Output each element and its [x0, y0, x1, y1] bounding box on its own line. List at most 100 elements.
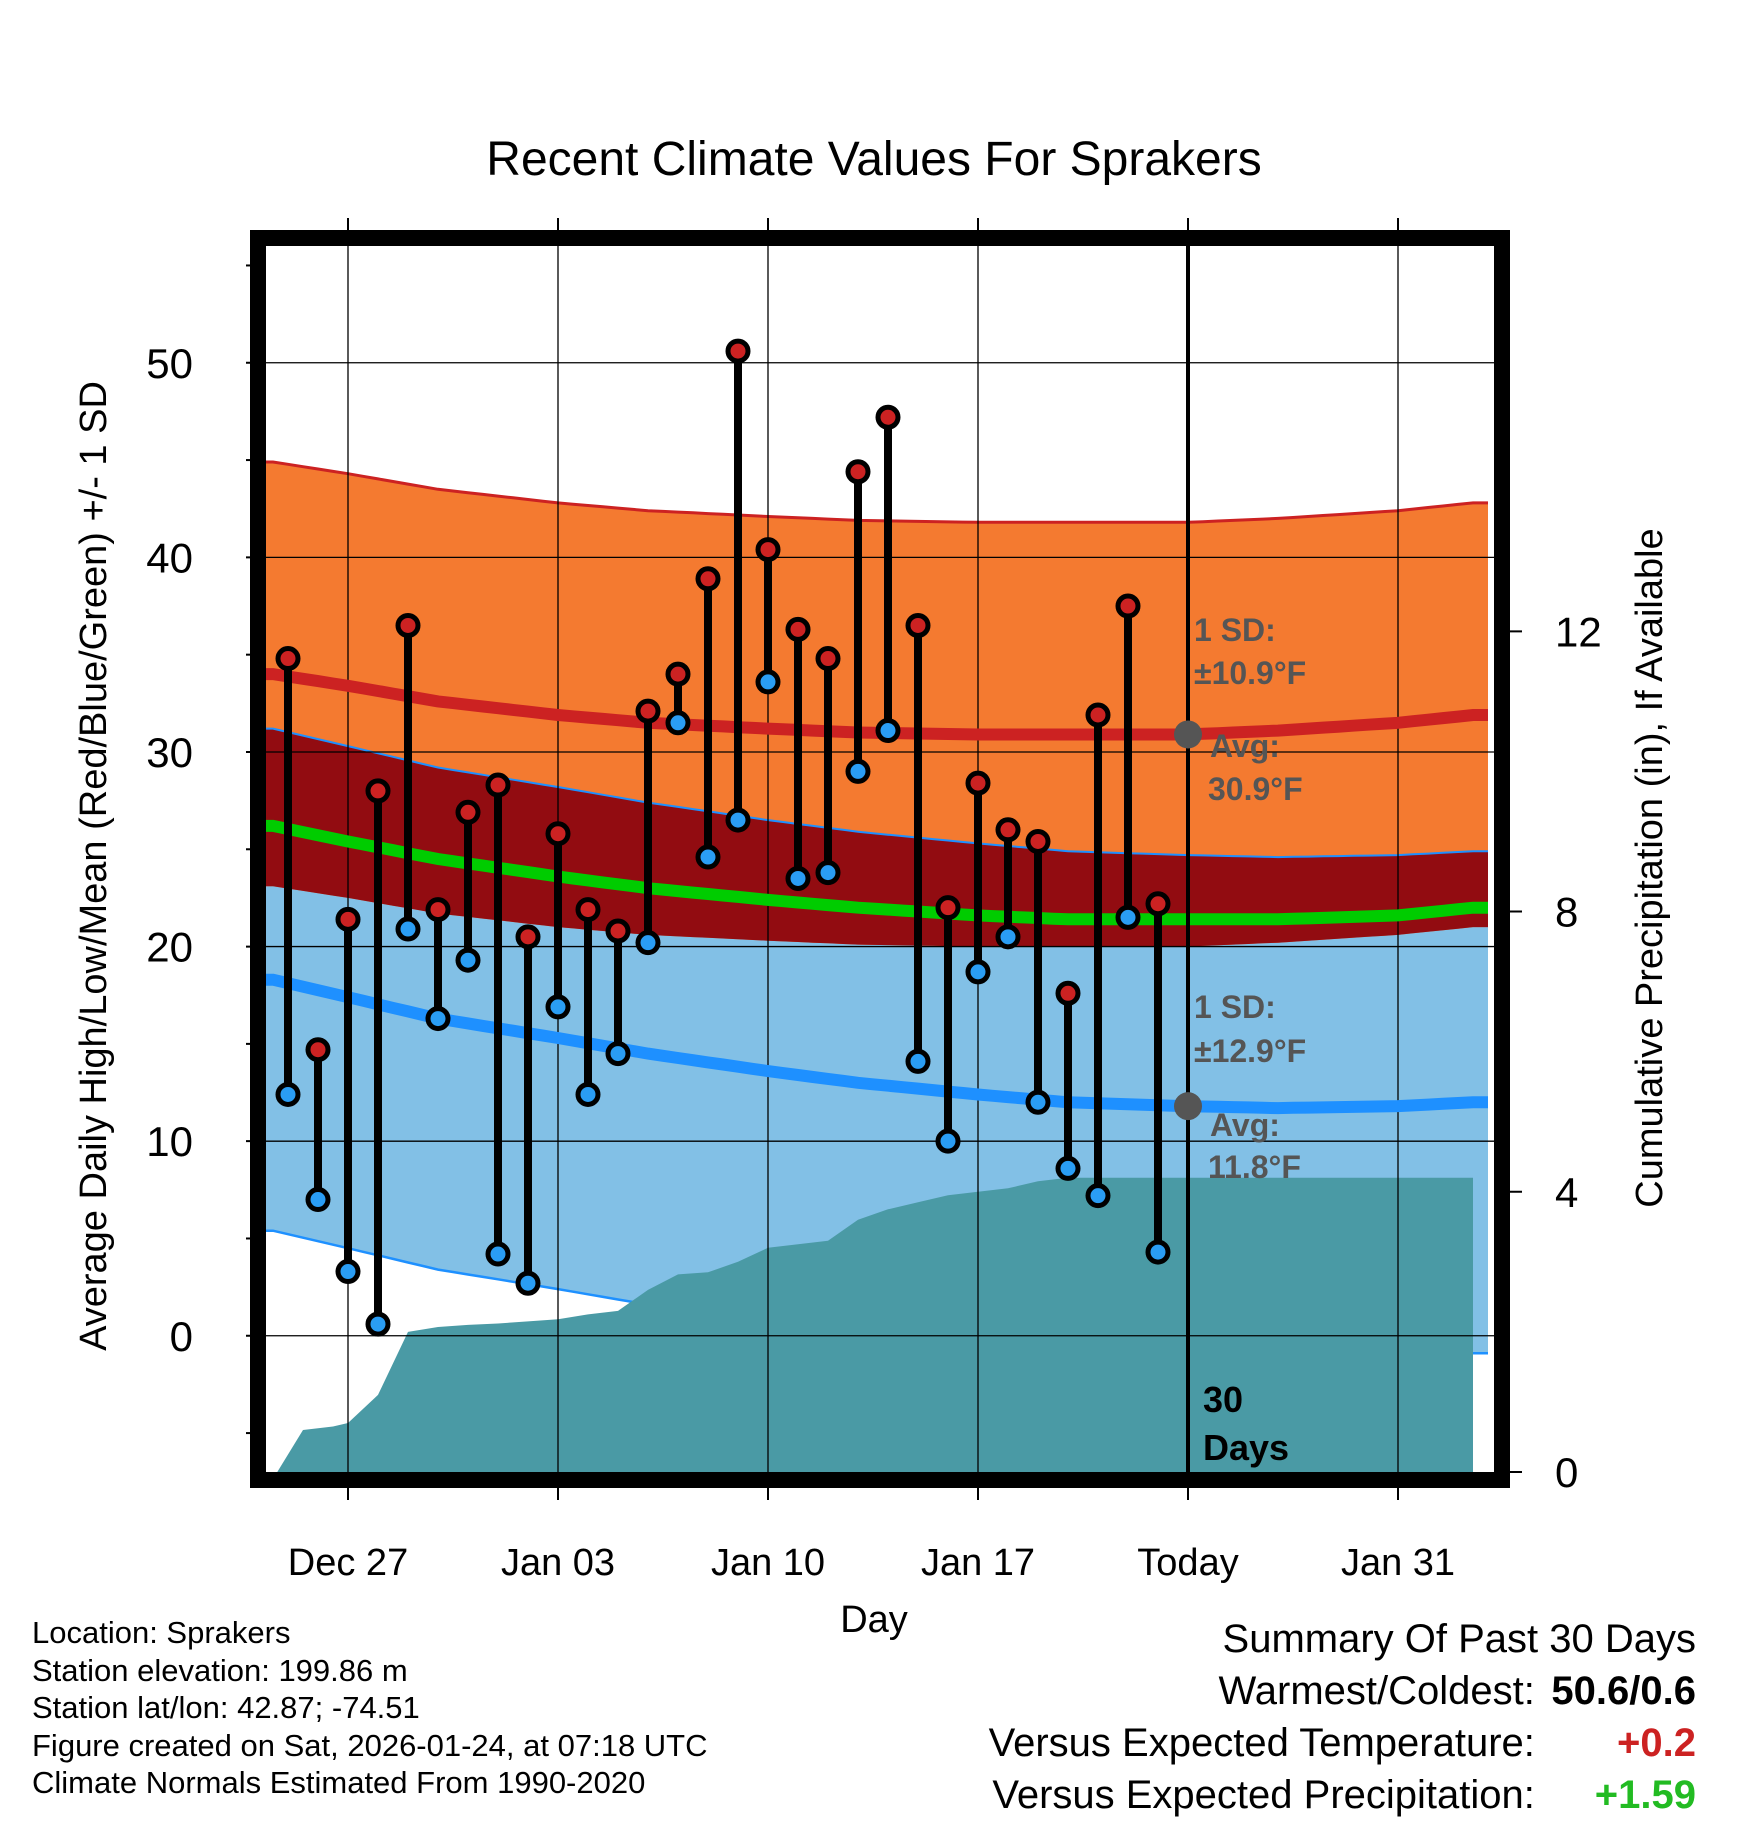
low-avg-label: Avg:: [1210, 1107, 1280, 1143]
y-tick-label: 10: [146, 1118, 193, 1165]
x-tick-label: Jan 31: [1341, 1542, 1455, 1584]
high-avg-label: Avg:: [1210, 728, 1280, 764]
high-point: [1025, 828, 1051, 854]
high-point: [755, 537, 781, 563]
high-point: [575, 897, 601, 923]
high-point: [995, 817, 1021, 843]
warmest-label: Warmest/Coldest:: [1218, 1669, 1535, 1713]
summary-title: Summary Of Past 30 Days: [1222, 1617, 1696, 1661]
high-point: [365, 778, 391, 804]
high-point: [275, 646, 301, 672]
x-tick-label: Dec 27: [288, 1542, 408, 1584]
high-point: [455, 799, 481, 825]
normal-mean-line: [266, 819, 1488, 926]
axes: 0 10 20 30 40 50 0 4 8 12 Dec 27 Jan 03 Jan 10 Jan 17…: [73, 218, 1671, 1641]
created-text: Figure created on Sat, 2026-01-24, at 07…: [32, 1727, 708, 1763]
high-point: [1115, 593, 1141, 619]
high-upper-edge: [266, 460, 1488, 524]
plot-frame: [250, 230, 1510, 1488]
low-point: [665, 710, 691, 736]
low-point: [365, 1311, 391, 1337]
low-point: [1055, 1155, 1081, 1181]
normal-high-line: [266, 668, 1488, 741]
high-sd-value: ±10.9°F: [1194, 655, 1306, 691]
high-avg-value: 30.9°F: [1208, 771, 1303, 807]
x-tick-label: Jan 03: [501, 1542, 615, 1584]
station-metadata: Location: Sprakers Station elevation: 19…: [32, 1614, 708, 1802]
precip-label: Versus Expected Precipitation:: [992, 1773, 1535, 1817]
low-point: [275, 1081, 301, 1107]
location-text: Location: Sprakers: [32, 1615, 291, 1650]
precip-value: +1.59: [1594, 1773, 1696, 1817]
days-count-number: 30: [1203, 1379, 1243, 1420]
y-tick-label: 20: [146, 924, 193, 971]
y-tick-label: 30: [146, 729, 193, 776]
low-point: [395, 916, 421, 942]
low-point: [1085, 1183, 1111, 1209]
normals-text: Climate Normals Estimated From 1990-2020: [32, 1765, 646, 1800]
low-sd-value: ±12.9°F: [1194, 1033, 1306, 1069]
high-point: [695, 566, 721, 592]
low-point: [1115, 904, 1141, 930]
y-tick-label: 40: [146, 534, 193, 581]
latlon-text: Station lat/lon: 42.87; -74.51: [32, 1690, 420, 1725]
low-point: [1145, 1239, 1171, 1265]
low-point: [785, 865, 811, 891]
x-tick-label: Jan 17: [921, 1542, 1035, 1584]
summary-warmest-row: Warmest/Coldest: 50.6/0.6: [989, 1665, 1697, 1717]
high-point: [635, 698, 661, 724]
high-point: [875, 404, 901, 430]
low-point: [635, 930, 661, 956]
low-point: [305, 1187, 331, 1213]
high-point: [335, 906, 361, 932]
high-point: [515, 924, 541, 950]
summary-precip-row: Versus Expected Precipitation: +1.59: [989, 1769, 1696, 1821]
high-point: [935, 895, 961, 921]
high-point: [485, 772, 511, 798]
x-tick-label: Jan 10: [711, 1542, 825, 1584]
low-point: [935, 1128, 961, 1154]
precipitation-area: [277, 1177, 1473, 1472]
days-count-word: Days: [1203, 1427, 1289, 1468]
low-point: [905, 1048, 931, 1074]
low-point: [545, 994, 571, 1020]
low-sd-label: 1 SD:: [1194, 989, 1276, 1025]
low-point: [605, 1041, 631, 1067]
y-axis-label: Average Daily High/Low/Mean (Red/Blue/Gr…: [73, 381, 115, 1351]
high-point: [815, 646, 841, 672]
cumulative-precip-area: [277, 1177, 1473, 1472]
low-point: [845, 758, 871, 784]
low-point: [575, 1081, 601, 1107]
low-point: [815, 860, 841, 886]
high-point: [845, 459, 871, 485]
x-tick-label: Today: [1137, 1542, 1238, 1584]
low-point: [455, 947, 481, 973]
high-sd-label: 1 SD:: [1194, 612, 1276, 648]
low-point: [335, 1259, 361, 1285]
low-point: [425, 1006, 451, 1032]
high-point: [305, 1037, 331, 1063]
high-avg-dot: [1174, 720, 1202, 749]
low-upper-edge: [266, 727, 1488, 859]
temp-label: Versus Expected Temperature:: [988, 1721, 1535, 1765]
y-tick-label: 50: [146, 340, 193, 387]
low-avg-value: 11.8°F: [1208, 1149, 1301, 1185]
y2-tick-label: 0: [1555, 1449, 1578, 1496]
low-point: [515, 1270, 541, 1296]
high-point: [545, 821, 571, 847]
high-point: [1085, 702, 1111, 728]
high-point: [785, 616, 811, 642]
summary-temp-row: Versus Expected Temperature: +0.2: [989, 1717, 1696, 1769]
normal-bands: [266, 460, 1488, 1361]
overlap-sd-band: [266, 728, 1488, 947]
elevation-text: Station elevation: 199.86 m: [32, 1652, 408, 1688]
chart-title: Recent Climate Values For Sprakers: [486, 133, 1261, 186]
low-point: [755, 669, 781, 695]
y2-tick-label: 8: [1555, 889, 1578, 936]
x-axis-label: Day: [840, 1599, 908, 1641]
high-point: [605, 918, 631, 944]
observations: [275, 338, 1171, 1337]
low-point: [965, 959, 991, 985]
high-point: [395, 612, 421, 638]
